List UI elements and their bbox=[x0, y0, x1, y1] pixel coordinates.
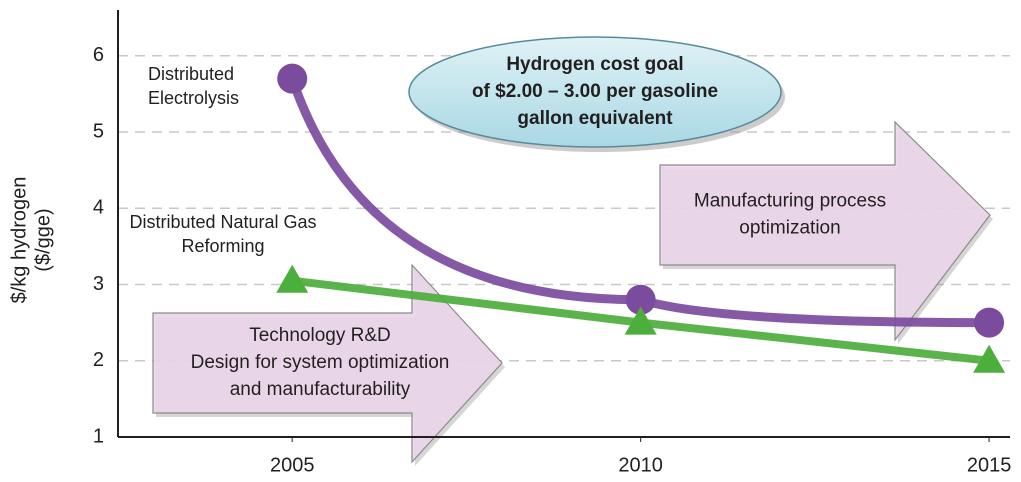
annotation-text: Manufacturing process bbox=[694, 191, 886, 212]
y-tick-label: 2 bbox=[93, 349, 104, 371]
arrow bbox=[659, 120, 991, 342]
series-label: Distributed Electrolysis bbox=[148, 64, 240, 108]
point bbox=[624, 306, 657, 335]
annotation-text: Design for system optimization bbox=[191, 352, 450, 373]
annotation-text: gallon equivalent bbox=[517, 108, 673, 129]
goal-ellipse bbox=[408, 36, 782, 148]
y-tick-label: 1 bbox=[93, 425, 104, 447]
y-tick-label: 3 bbox=[93, 273, 104, 295]
point bbox=[973, 344, 1006, 373]
x-tick-label: 2005 bbox=[270, 454, 315, 476]
annotation-text: of $2.00 – 3.00 per gasoline bbox=[472, 81, 718, 102]
annotation-text: and manufacturability bbox=[230, 379, 411, 400]
series-label: Distributed Natural Gas Reforming bbox=[129, 212, 317, 256]
point bbox=[277, 63, 308, 94]
arrow bbox=[152, 263, 503, 464]
y-tick-label: 5 bbox=[93, 120, 104, 142]
x-tick-label: 2010 bbox=[618, 454, 663, 476]
y-tick-label: 6 bbox=[93, 44, 104, 66]
y-tick-label: 4 bbox=[93, 197, 104, 219]
annotation-text: Hydrogen cost goal bbox=[506, 54, 683, 75]
point bbox=[974, 307, 1005, 338]
point bbox=[276, 264, 309, 293]
x-tick-label: 2015 bbox=[967, 454, 1012, 476]
annotation-text: Technology R&D bbox=[249, 325, 391, 346]
y-axis-label: $/kg hydrogen bbox=[8, 177, 30, 304]
point bbox=[625, 284, 656, 315]
y-axis-label: ($/gge) bbox=[32, 208, 54, 271]
annotation-text: optimization bbox=[739, 218, 840, 239]
